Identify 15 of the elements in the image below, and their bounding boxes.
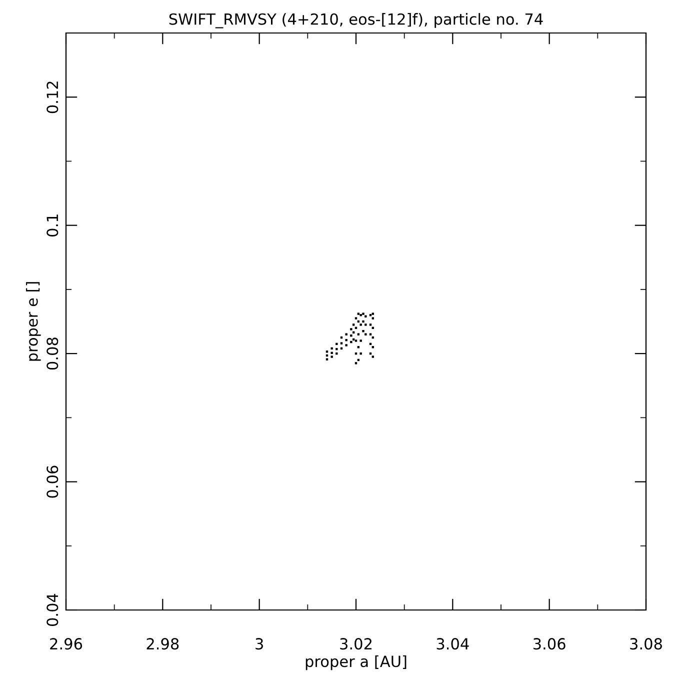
x-tick-label: 2.96 [50,638,82,650]
x-tick-label: 2.98 [146,638,179,650]
x-tick-label: 3.08 [630,638,662,650]
x-tick-label: 3.02 [340,638,372,650]
x-tick-label: 3.06 [533,638,566,650]
x-axis-title: proper a [AU] [306,655,406,670]
chart-title: SWIFT_RMVSY (4+210, eos-[12]f), particle no. 74 [169,13,543,28]
x-tick-label: 3 [256,638,263,650]
y-tick-label: 0.06 [46,466,58,498]
y-axis-title: proper e [] [26,282,41,361]
y-tick-label: 0.04 [46,594,58,626]
y-tick-label: 0.1 [46,214,58,236]
y-tick-label: 0.08 [46,338,58,370]
x-tick-label: 3.04 [436,638,469,650]
y-tick-label: 0.12 [46,82,58,114]
